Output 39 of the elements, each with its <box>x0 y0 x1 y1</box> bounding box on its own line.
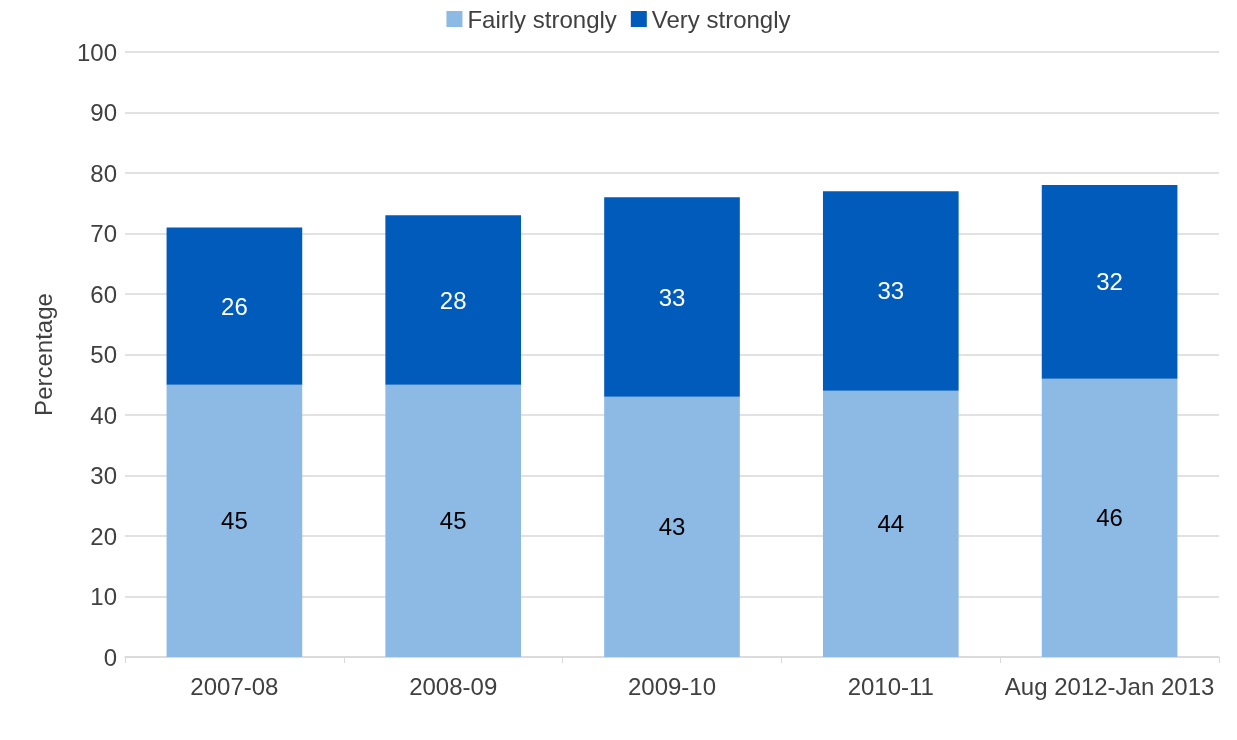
x-tick-label: Aug 2012-Jan 2013 <box>1004 672 1215 700</box>
y-tick-label: 30 <box>90 462 117 489</box>
bar <box>1041 378 1178 657</box>
y-tick-label: 40 <box>90 401 117 429</box>
legend-label: Very strongly <box>651 5 791 33</box>
bar <box>604 396 740 657</box>
y-tick-label: 60 <box>90 280 117 308</box>
bar <box>166 227 303 385</box>
data-label: 45 <box>221 507 248 535</box>
y-tick-label: 20 <box>90 522 117 550</box>
y-axis-title: Percentage <box>29 293 57 416</box>
data-label: 45 <box>439 507 467 535</box>
y-tick-label: 70 <box>90 220 117 247</box>
bar <box>822 390 959 657</box>
bar <box>385 215 522 385</box>
data-label: 43 <box>658 513 686 541</box>
y-tick-label: 100 <box>76 38 117 66</box>
x-tick-label: 2009-10 <box>627 672 717 700</box>
bar <box>822 191 959 391</box>
y-tick-label: 10 <box>90 583 117 610</box>
x-tick-label: 2010-11 <box>847 672 934 700</box>
y-tick-label: 0 <box>103 643 117 671</box>
data-label: 28 <box>439 286 467 314</box>
legend-label: Fairly strongly <box>467 5 617 33</box>
data-label: 33 <box>877 277 905 305</box>
data-label: 46 <box>1096 504 1123 532</box>
y-tick-label: 50 <box>90 341 117 368</box>
data-label: 32 <box>1096 268 1123 296</box>
bar <box>1041 185 1178 379</box>
data-label: 26 <box>221 292 248 320</box>
x-tick-label: 2007-08 <box>190 672 279 700</box>
y-tick-label: 80 <box>90 159 117 187</box>
data-label: 44 <box>877 510 905 538</box>
y-tick-label: 90 <box>90 99 117 126</box>
bar <box>166 384 303 657</box>
x-tick-label: 2008-09 <box>409 672 498 700</box>
bar <box>604 197 740 397</box>
bar <box>385 384 522 657</box>
data-label: 33 <box>658 283 686 311</box>
